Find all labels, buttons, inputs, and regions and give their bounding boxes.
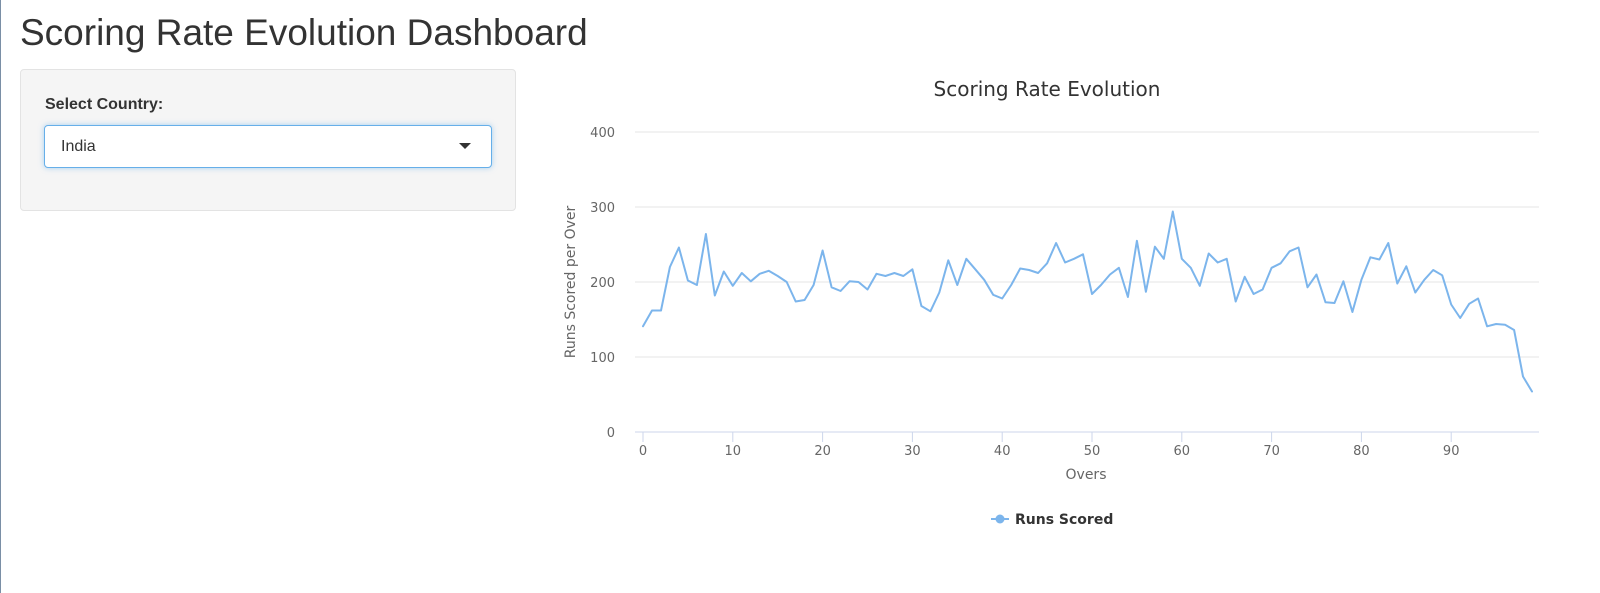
legend[interactable]: Runs Scored [991, 512, 1113, 528]
legend-label[interactable]: Runs Scored [1015, 512, 1113, 528]
chart-container: Scoring Rate Evolution 0 100 200 300 400 0 10 2… [561, 68, 1591, 548]
x-tick-label: 80 [1353, 444, 1370, 459]
chart-title: Scoring Rate Evolution [934, 77, 1161, 101]
x-tick-label: 50 [1084, 444, 1101, 459]
x-tick-label: 10 [725, 444, 742, 459]
x-tick-label: 70 [1263, 444, 1280, 459]
y-tick-label: 100 [590, 351, 615, 366]
country-select[interactable]: India [44, 125, 492, 168]
x-tick-label: 0 [639, 444, 647, 459]
country-select-label: Select Country: [45, 96, 164, 113]
y-axis-title: Runs Scored per Over [563, 206, 579, 359]
grid-layer [635, 131, 1539, 433]
y-tick-label: 400 [590, 126, 615, 141]
line-chart: Scoring Rate Evolution 0 100 200 300 400 0 10 2… [563, 77, 1539, 528]
country-select-value: India [61, 138, 96, 155]
x-tick-label: 30 [904, 444, 921, 459]
series-layer [642, 210, 1533, 393]
page-title: Scoring Rate Evolution Dashboard [20, 12, 588, 53]
sidebar-panel: Select Country: India [20, 69, 516, 211]
caret-down-icon[interactable] [459, 143, 471, 149]
y-tick-label: 300 [590, 201, 615, 216]
x-tick-label: 40 [994, 444, 1011, 459]
y-tick-label: 200 [590, 276, 615, 291]
x-axis-title: Overs [1066, 467, 1107, 483]
x-tick-label: 60 [1174, 444, 1191, 459]
axis-layer: 0 100 200 300 400 0 10 20 30 40 50 60 70 80 90 [590, 126, 1539, 459]
y-tick-label: 0 [607, 426, 615, 441]
series-line-runs-scored[interactable] [642, 210, 1533, 393]
x-tick-label: 20 [814, 444, 831, 459]
x-tick-label: 90 [1443, 444, 1460, 459]
legend-marker-icon [995, 514, 1005, 524]
